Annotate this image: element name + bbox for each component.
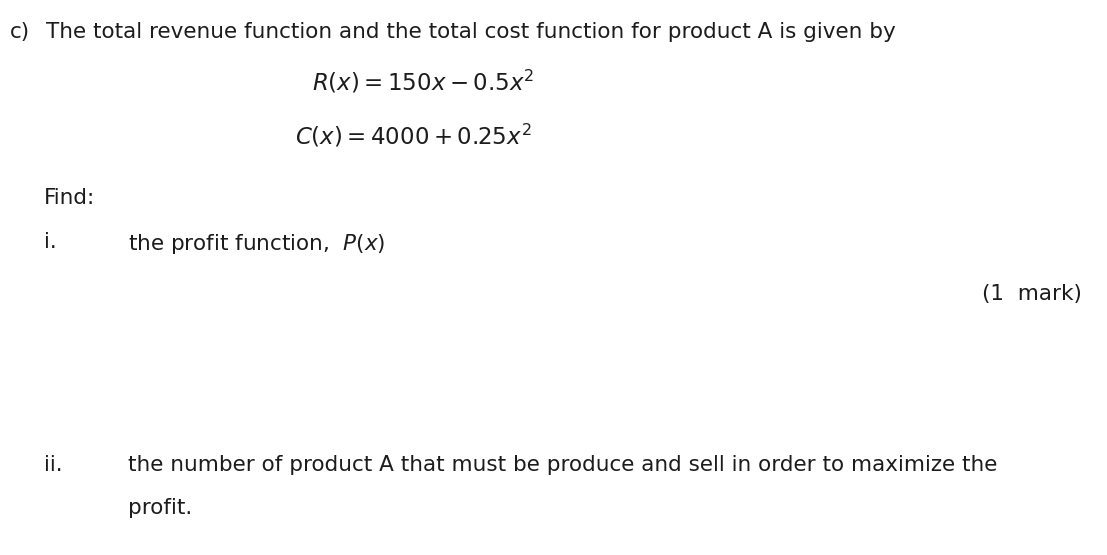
Text: Find:: Find: [44,188,95,208]
Text: ii.: ii. [44,455,63,475]
Text: i.: i. [44,232,56,252]
Text: The total revenue function and the total cost function for product A is given by: The total revenue function and the total… [46,22,896,42]
Text: the number of product A that must be produce and sell in order to maximize the: the number of product A that must be pro… [128,455,997,475]
Text: c): c) [10,22,30,42]
Text: profit.: profit. [128,498,193,518]
Text: (1  mark): (1 mark) [982,284,1082,304]
Text: the profit function,  $P\left(x\right)$: the profit function, $P\left(x\right)$ [128,232,385,256]
Text: $R\left(x\right)=150x-0.5x^{2}$: $R\left(x\right)=150x-0.5x^{2}$ [312,68,534,95]
Text: $C\left(x\right)=4000+0.25x^{2}$: $C\left(x\right)=4000+0.25x^{2}$ [294,122,531,149]
